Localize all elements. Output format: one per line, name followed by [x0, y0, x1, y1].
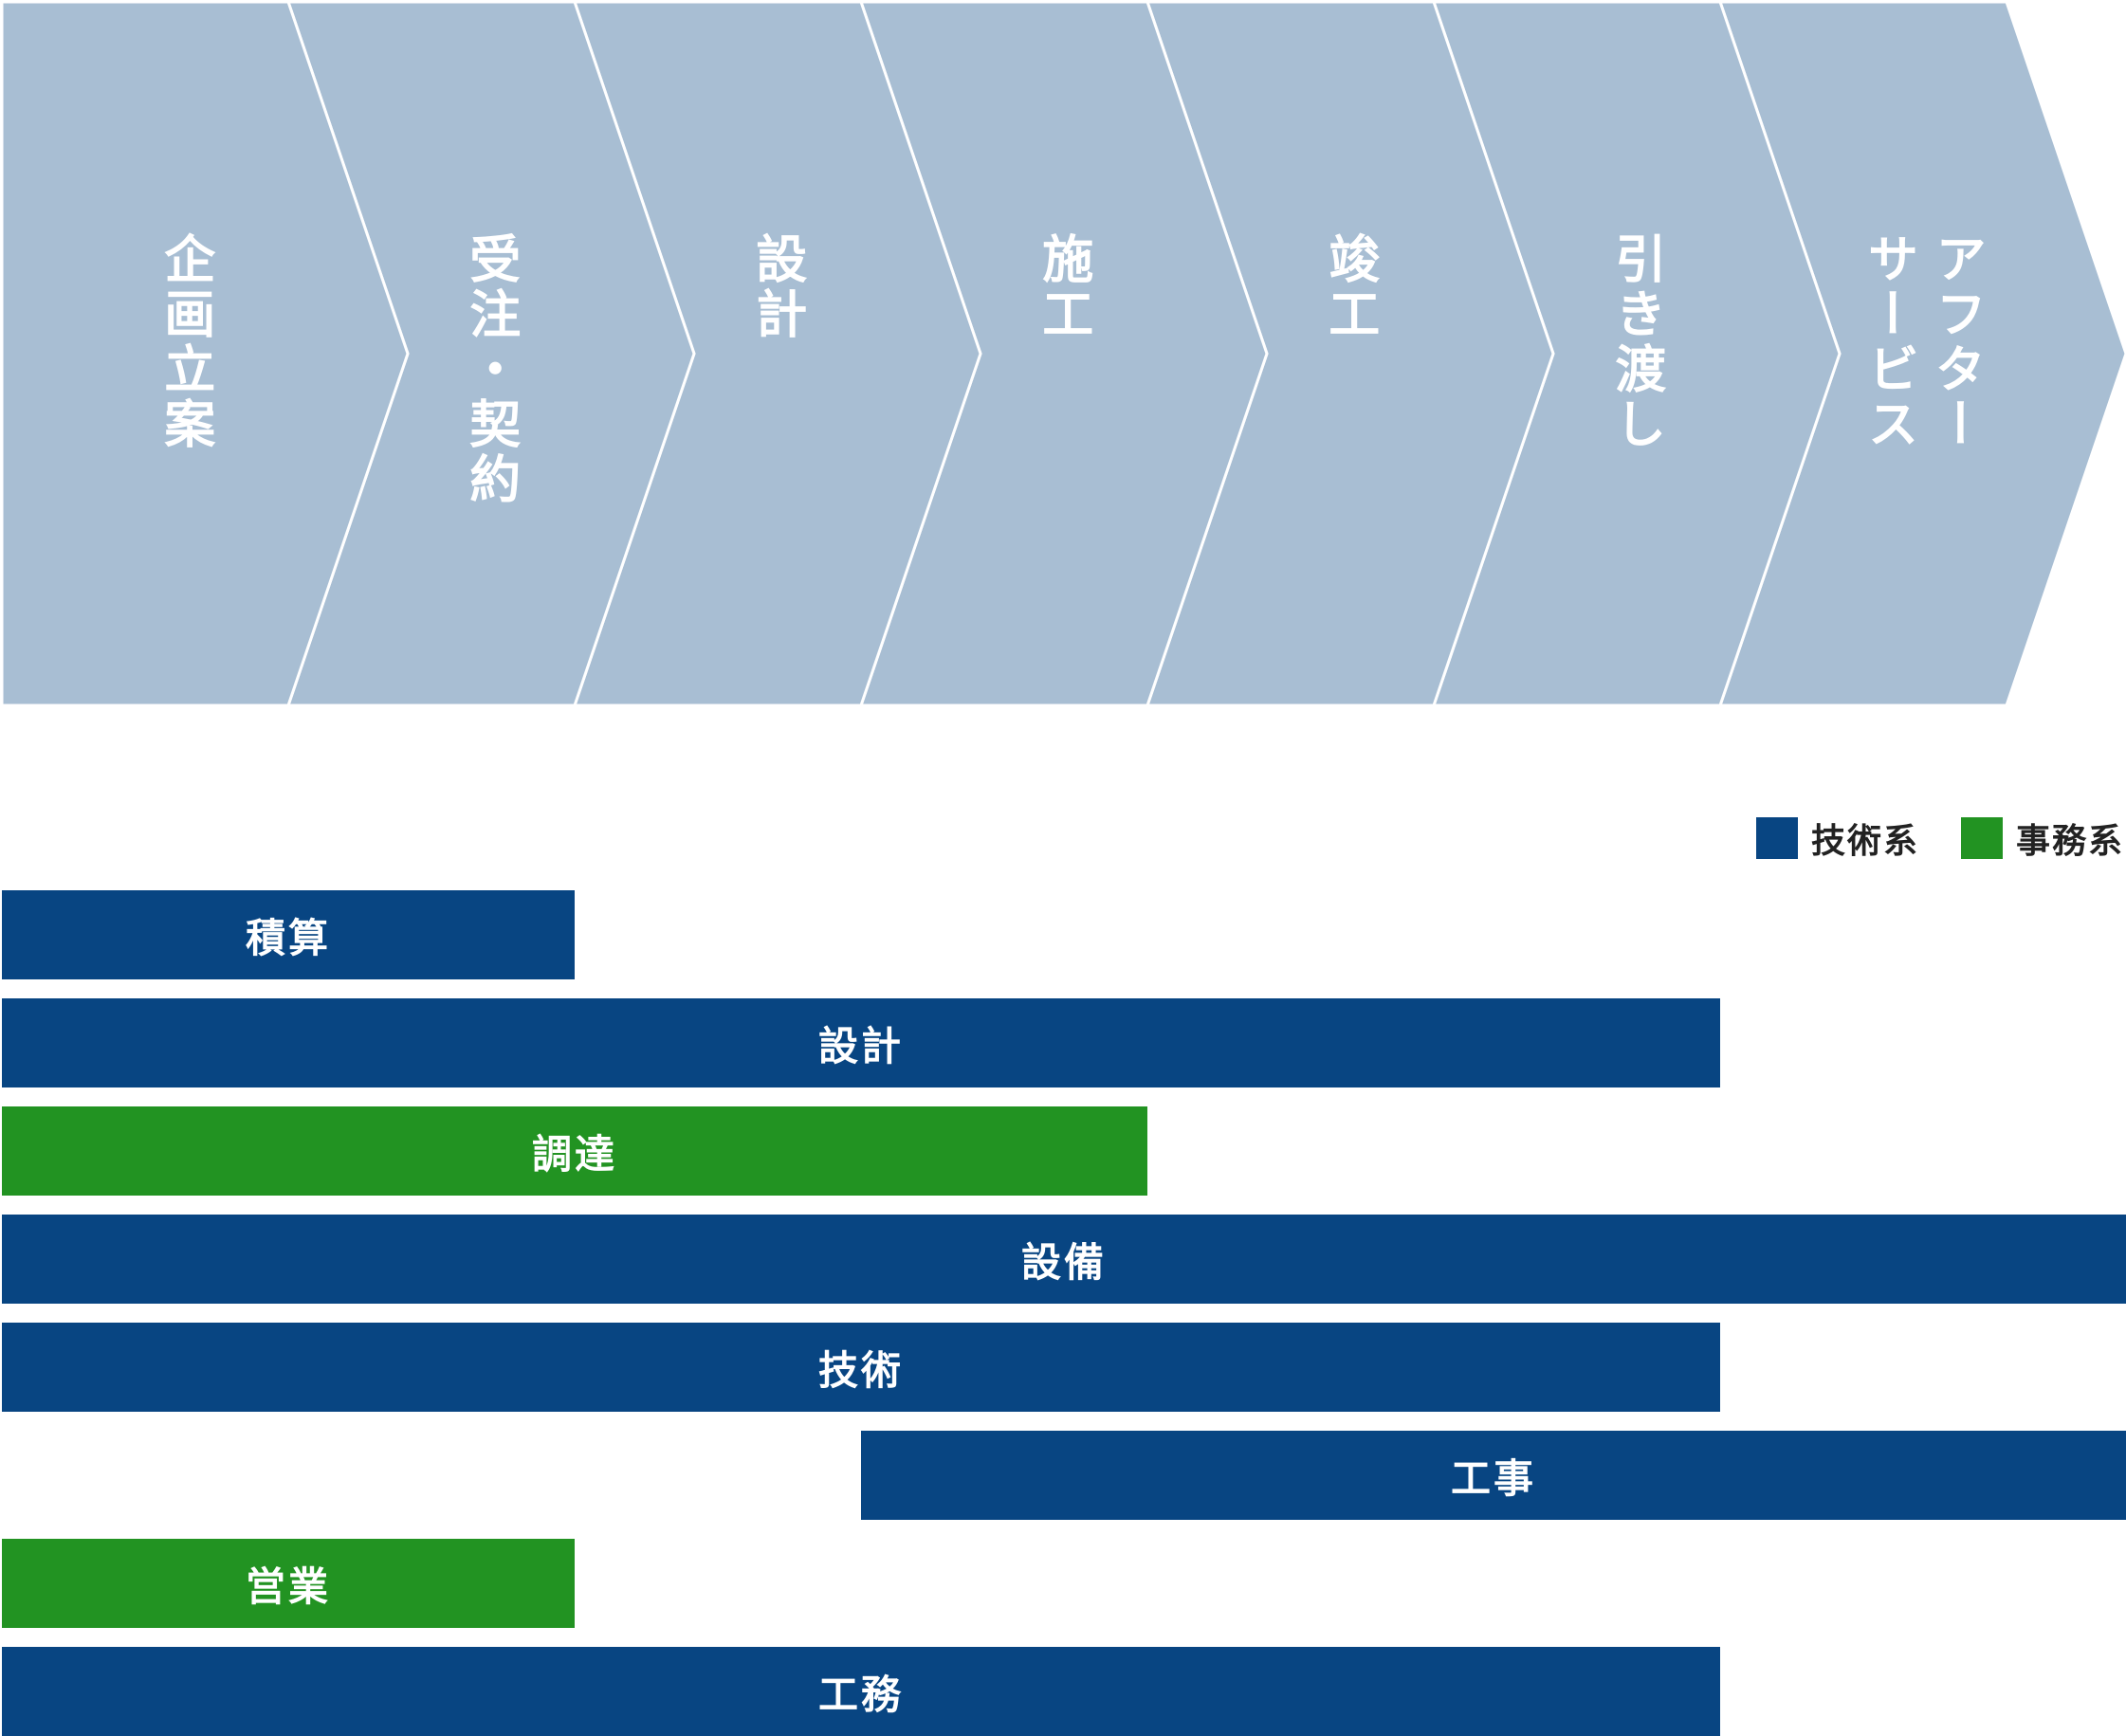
department-bar: 営業: [2, 1539, 575, 1628]
process-stage-label: アフター サービス: [1827, 232, 2017, 452]
department-bar: 設計: [2, 998, 1720, 1087]
process-stage-label-column: サービス: [1859, 232, 1918, 452]
department-bar-label: 設計: [817, 1022, 904, 1069]
process-stage-label: 受注・契約: [395, 232, 585, 507]
department-bar-label: 工務: [817, 1671, 904, 1718]
process-stage-label: 企画立案: [90, 232, 280, 452]
department-bar: 技術: [2, 1323, 1720, 1412]
process-stage-label: 設計: [682, 232, 871, 342]
department-bar-label: 積算: [245, 914, 331, 961]
department-bar-label: 営業: [245, 1562, 331, 1610]
department-bar-label: 技術: [817, 1346, 904, 1394]
department-bar-label: 調達: [531, 1130, 617, 1178]
process-stage-label-column: アフター: [1926, 232, 1987, 452]
legend-item-administrative: 事務系: [1960, 813, 2124, 863]
process-stage-label-column: 竣工: [1319, 232, 1380, 342]
process-stage-label: 施工: [968, 232, 1158, 342]
legend-swatch-administrative: [1960, 817, 2003, 859]
process-stage-label-column: 企画立案: [155, 232, 215, 452]
legend-label-technical: 技術系: [1810, 822, 1919, 861]
process-stage-label: 竣工: [1255, 232, 1444, 342]
legend-item-technical: 技術系: [1755, 813, 1919, 863]
process-stage-label-column: 引き渡し: [1605, 232, 1666, 452]
department-bar: 工事: [861, 1431, 2126, 1520]
department-bar: 積算: [2, 890, 575, 979]
process-stage-label-column: 施工: [1033, 232, 1093, 342]
department-bar: 工務: [2, 1647, 1720, 1736]
process-stage-shape: [0, 0, 410, 707]
process-stage-label-column: 設計: [746, 232, 807, 342]
department-bar: 調達: [2, 1106, 1147, 1196]
department-bar: 設備: [2, 1215, 2126, 1304]
department-bar-label: 工事: [1450, 1454, 1536, 1502]
legend: 技術系 事務系: [1755, 813, 2124, 863]
process-stage-label: 引き渡し: [1541, 232, 1731, 452]
process-flow-diagram: [0, 0, 2126, 707]
process-stage-label-column: 受注・契約: [460, 232, 521, 507]
department-bar-label: 設備: [1020, 1238, 1107, 1286]
legend-label-administrative: 事務系: [2015, 822, 2124, 861]
legend-swatch-technical: [1755, 817, 1798, 859]
